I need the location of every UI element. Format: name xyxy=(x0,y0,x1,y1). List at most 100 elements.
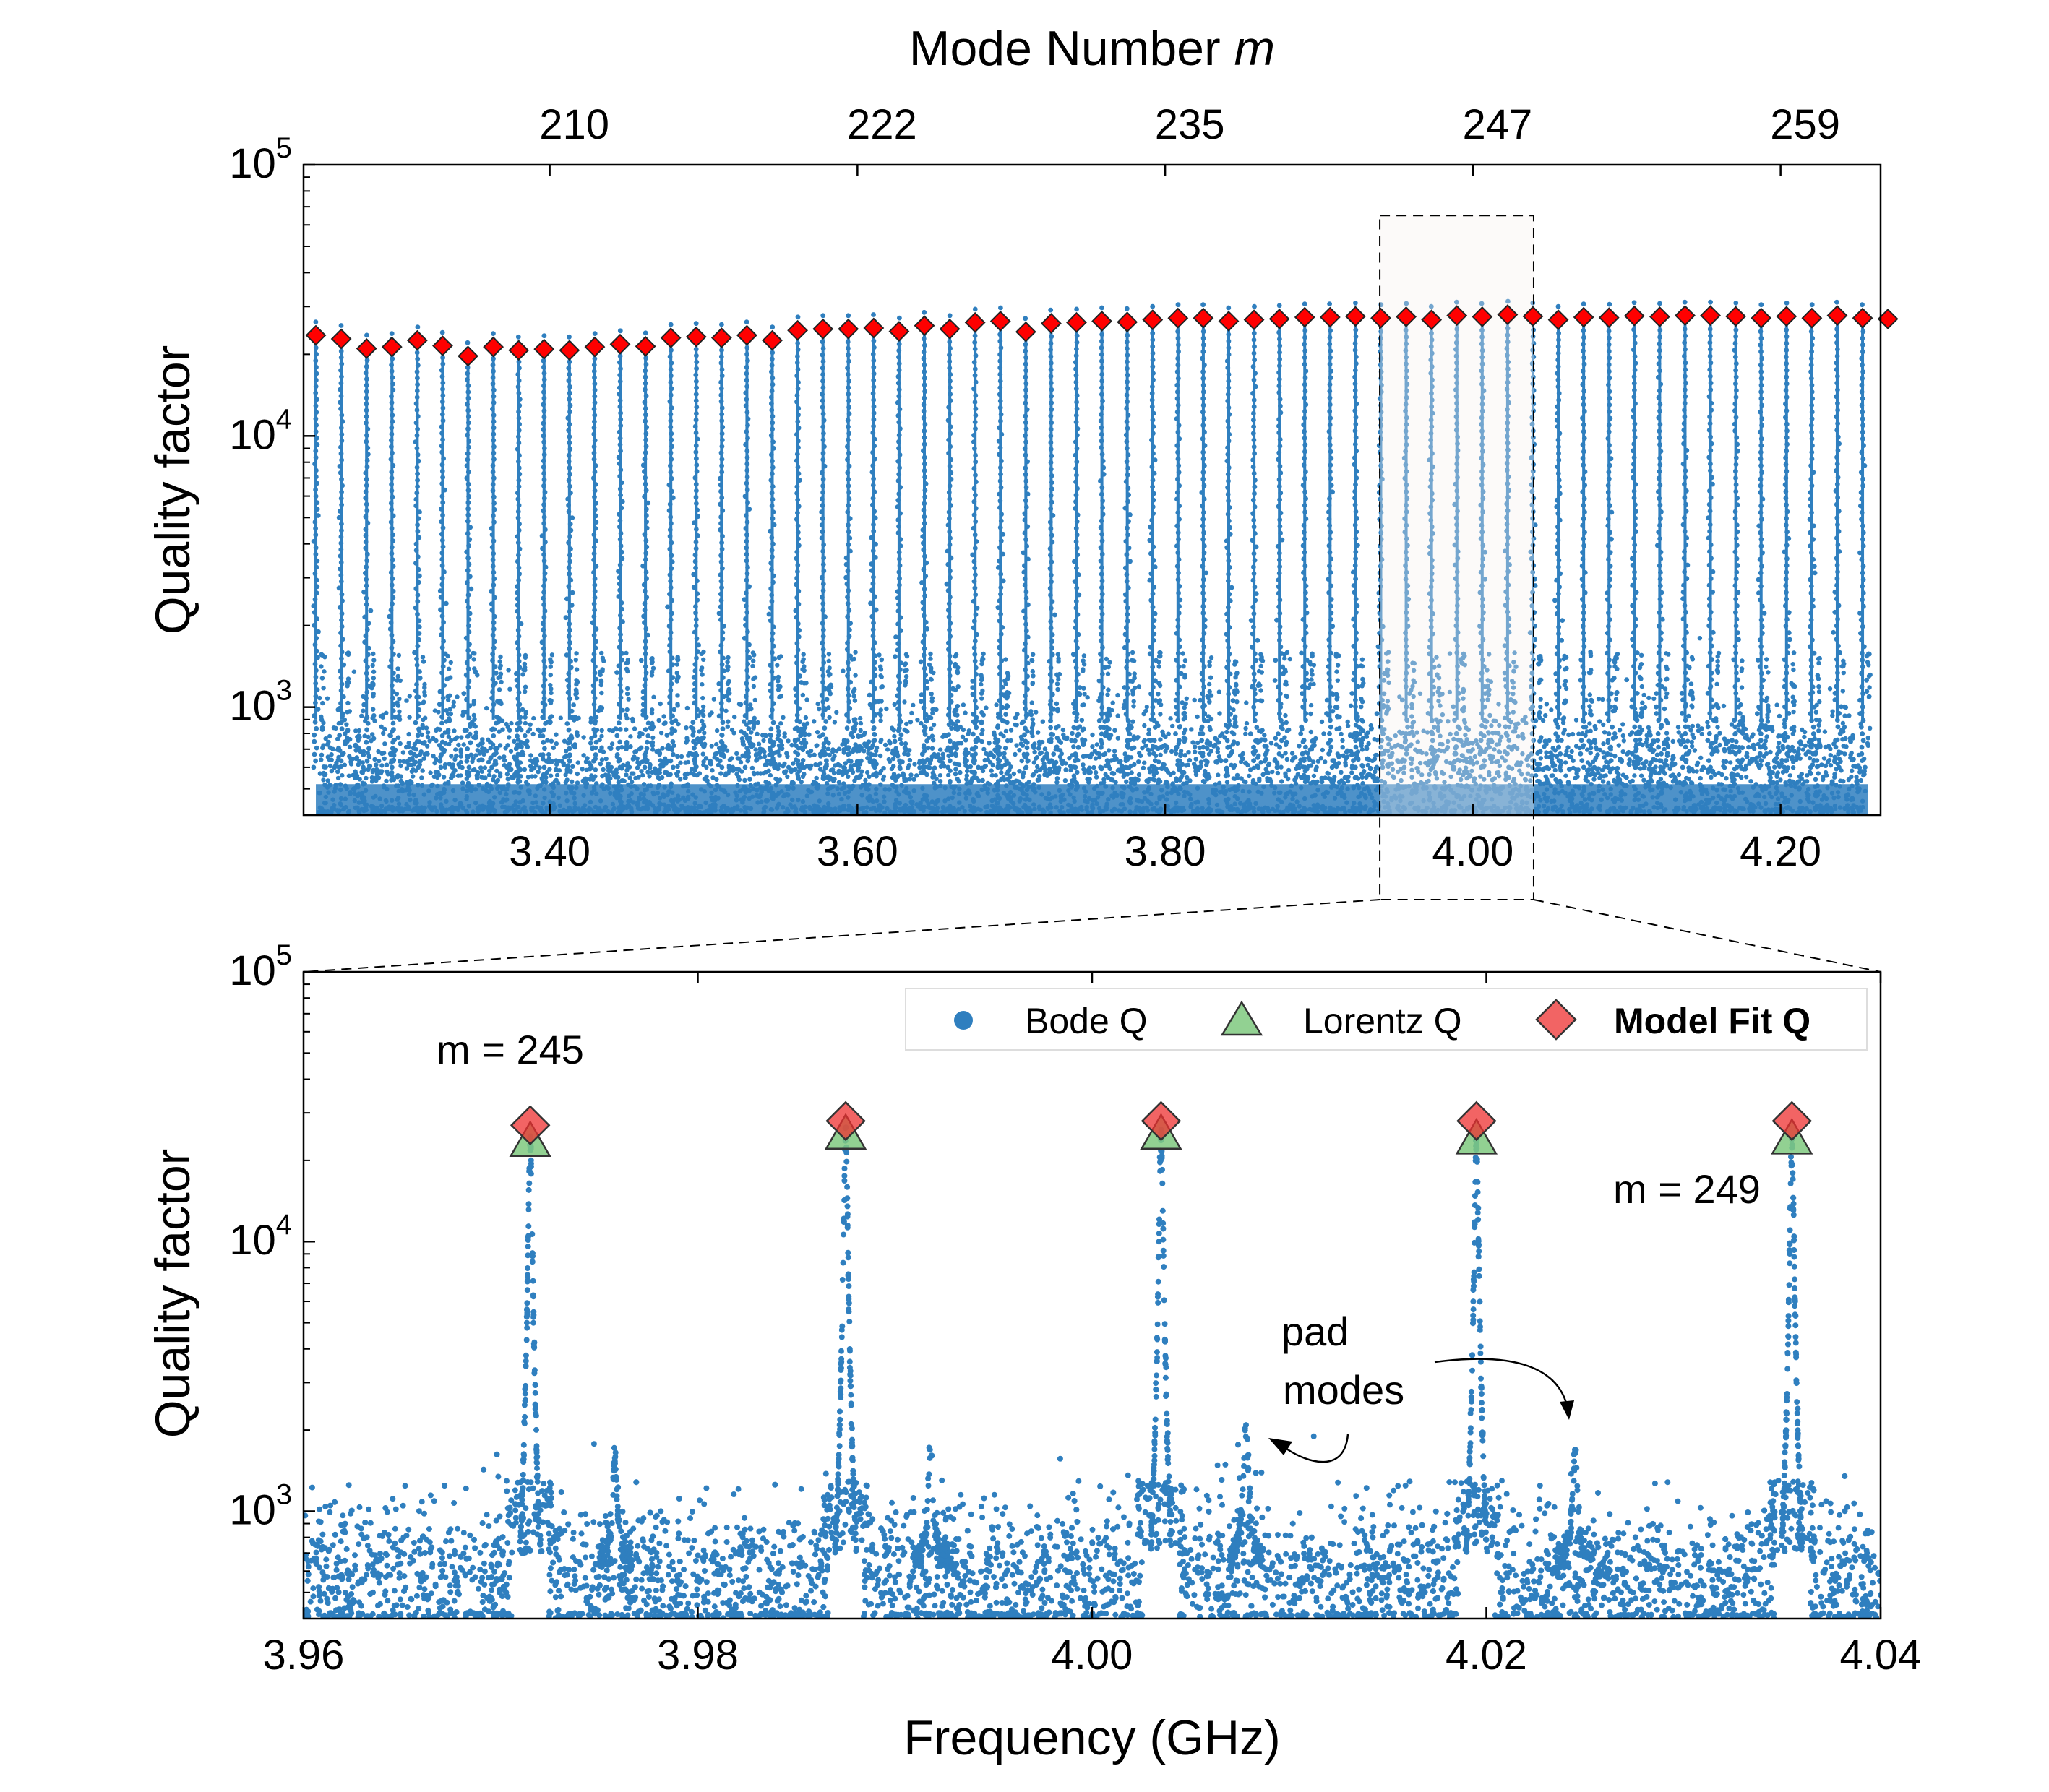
bode-q-point xyxy=(1293,755,1298,760)
bode-q-point xyxy=(395,773,400,778)
bode-q-point xyxy=(1770,728,1775,733)
bode-q-point xyxy=(1193,749,1198,754)
bode-q-point xyxy=(1070,731,1075,736)
bode-q-point xyxy=(1858,777,1863,783)
bode-q-point xyxy=(1438,703,1443,708)
bode-q-point xyxy=(428,770,433,775)
bode-q-point xyxy=(970,776,975,782)
bode-q-point xyxy=(1062,778,1068,783)
bode-q-point xyxy=(1323,759,1328,764)
bode-q-point xyxy=(1832,754,1837,760)
bode-q-point xyxy=(929,746,935,751)
bode-q-point xyxy=(895,775,901,780)
bode-q-point xyxy=(841,765,846,770)
bode-q-point xyxy=(709,744,714,749)
bode-q-point xyxy=(350,756,356,762)
bode-q-point xyxy=(747,736,752,741)
bode-q-point xyxy=(1118,759,1123,764)
bode-q-point xyxy=(1563,752,1568,757)
bode-q-point xyxy=(650,747,656,752)
bode-q-point xyxy=(761,738,766,744)
bode-q-point xyxy=(452,728,457,733)
bode-q-point xyxy=(966,731,971,736)
bode-q-point xyxy=(327,763,333,769)
bode-q-point xyxy=(1216,772,1221,777)
bode-q-point xyxy=(1343,763,1349,768)
bode-q-point xyxy=(791,761,796,766)
bode-q-point xyxy=(1059,758,1064,763)
bode-q-point xyxy=(657,751,662,757)
bode-q-point xyxy=(1588,750,1593,756)
bode-q-point xyxy=(976,778,981,783)
bode-q-point xyxy=(1620,722,1625,727)
bode-q-point xyxy=(763,762,769,767)
bode-q-point xyxy=(832,754,837,759)
bode-q-point xyxy=(1314,764,1319,770)
bode-q-point xyxy=(1698,775,1703,781)
bode-q-point xyxy=(505,725,510,730)
bode-q-point xyxy=(494,768,499,774)
bode-q-point xyxy=(1799,772,1804,777)
bode-q-point xyxy=(1047,768,1053,774)
bode-q-point xyxy=(1034,710,1039,715)
bode-q-point xyxy=(765,758,770,764)
bode-q-point xyxy=(1160,729,1165,734)
bode-q-point xyxy=(1790,744,1795,750)
bode-q-point xyxy=(1601,741,1606,746)
bode-q-point xyxy=(505,777,510,782)
bode-q-point xyxy=(1409,775,1414,780)
bode-q-point xyxy=(1071,744,1076,749)
bode-q-point xyxy=(736,777,742,783)
bode-q-point xyxy=(734,772,739,777)
bode-q-point xyxy=(1638,773,1644,778)
bode-q-point xyxy=(1186,750,1191,755)
bode-q-point xyxy=(1617,728,1623,733)
bode-q-point xyxy=(1830,709,1835,714)
bode-q-point xyxy=(1142,723,1147,728)
bode-q-point xyxy=(1850,768,1855,774)
bode-q-point xyxy=(709,710,714,715)
bode-q-point xyxy=(1587,721,1592,726)
bode-q-point xyxy=(927,761,933,766)
bode-q-point xyxy=(631,771,636,776)
bode-q-point xyxy=(1699,731,1704,737)
bode-q-point xyxy=(1174,751,1179,757)
bode-q-point xyxy=(804,764,810,769)
bode-q-point xyxy=(1319,719,1325,725)
bode-q-point xyxy=(505,743,510,748)
bode-q-point xyxy=(1217,711,1222,716)
bode-q-point xyxy=(744,722,749,727)
bode-q-point xyxy=(678,760,683,765)
bode-q-point xyxy=(919,720,924,726)
bode-q-point xyxy=(1768,749,1773,755)
bode-q-point xyxy=(856,733,861,738)
bode-q-point xyxy=(1632,773,1637,778)
bode-q-point xyxy=(382,741,387,746)
bode-q-point xyxy=(545,738,550,743)
bode-q-point xyxy=(1315,759,1321,764)
bode-q-point xyxy=(554,741,559,746)
bode-q-point xyxy=(747,777,752,782)
bode-q-point xyxy=(874,745,880,751)
bode-q-point xyxy=(1343,756,1349,762)
bode-q-point xyxy=(1219,758,1224,764)
bode-q-point xyxy=(1191,762,1197,767)
bode-q-point xyxy=(400,750,406,755)
bode-q-point xyxy=(442,775,447,780)
bode-q-point xyxy=(1195,714,1200,720)
bode-q-point xyxy=(1270,769,1275,775)
bode-q-point xyxy=(487,768,492,774)
bode-q-point xyxy=(1340,745,1345,750)
bode-q-point xyxy=(1427,772,1432,777)
bode-q-point xyxy=(356,728,361,733)
bode-q-point xyxy=(992,754,997,759)
bode-q-point xyxy=(804,721,810,726)
bode-q-point xyxy=(1772,764,1777,770)
bode-q-point xyxy=(489,755,494,760)
bode-q-point xyxy=(1777,713,1782,719)
bode-q-point xyxy=(993,773,998,778)
bode-q-point xyxy=(1345,719,1350,725)
bode-q-point xyxy=(1796,779,1802,784)
bode-q-point xyxy=(1822,729,1828,734)
bode-q-point xyxy=(675,764,680,770)
